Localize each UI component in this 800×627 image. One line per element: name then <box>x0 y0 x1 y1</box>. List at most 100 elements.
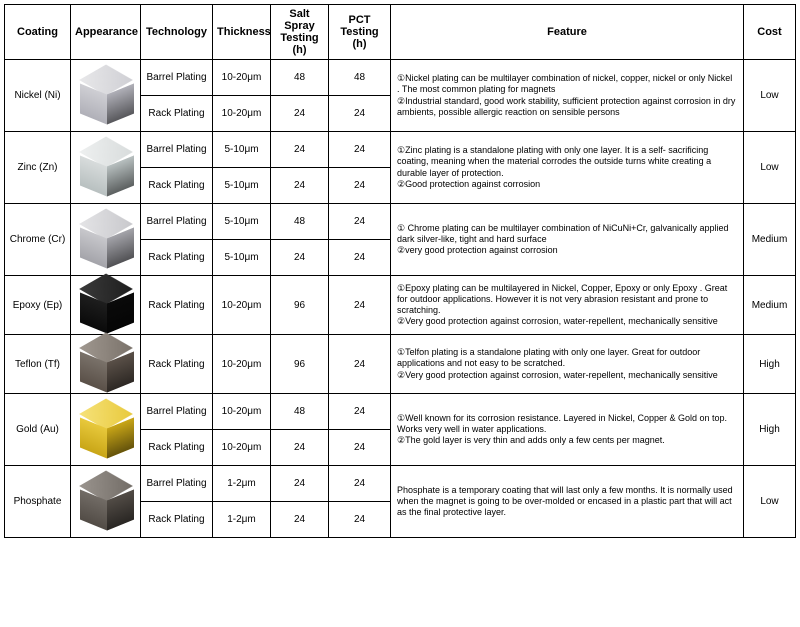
appearance-cell <box>71 394 141 466</box>
pct-cell: 48 <box>329 60 391 96</box>
salt-cell: 24 <box>271 168 329 204</box>
thickness-cell: 1-2μm <box>213 502 271 538</box>
pct-cell: 24 <box>329 240 391 276</box>
appearance-cell <box>71 466 141 538</box>
cube-icon <box>79 69 133 123</box>
header-appearance: Appearance <box>71 5 141 60</box>
cost-cell: Low <box>744 60 796 132</box>
coating-cell: Epoxy (Ep) <box>5 276 71 335</box>
pct-cell: 24 <box>329 394 391 430</box>
cost-cell: Medium <box>744 204 796 276</box>
table-row: Gold (Au)Barrel Plating10-20μm4824①Well … <box>5 394 796 430</box>
cost-cell: Low <box>744 132 796 204</box>
header-technology: Technology <box>141 5 213 60</box>
cube-icon <box>79 213 133 267</box>
header-coating: Coating <box>5 5 71 60</box>
feature-cell: Phosphate is a temporary coating that wi… <box>391 466 744 538</box>
table-row: Epoxy (Ep) Rack Plating10-20μm9624①Epoxy … <box>5 276 796 335</box>
feature-cell: ① Chrome plating can be multilayer combi… <box>391 204 744 276</box>
salt-cell: 96 <box>271 335 329 394</box>
header-thickness: Thickness <box>213 5 271 60</box>
salt-cell: 24 <box>271 96 329 132</box>
table-row: Teflon (Tf) Rack Plating10-20μm9624①Telfo… <box>5 335 796 394</box>
pct-cell: 24 <box>329 132 391 168</box>
appearance-cell <box>71 204 141 276</box>
pct-cell: 24 <box>329 335 391 394</box>
salt-cell: 96 <box>271 276 329 335</box>
technology-cell: Rack Plating <box>141 276 213 335</box>
coating-cell: Zinc (Zn) <box>5 132 71 204</box>
thickness-cell: 5-10μm <box>213 240 271 276</box>
technology-cell: Barrel Plating <box>141 466 213 502</box>
thickness-cell: 10-20μm <box>213 335 271 394</box>
header-feature: Feature <box>391 5 744 60</box>
pct-cell: 24 <box>329 204 391 240</box>
table-row: Nickel (Ni)Barrel Plating10-20μm4848①Nic… <box>5 60 796 96</box>
thickness-cell: 5-10μm <box>213 132 271 168</box>
feature-cell: ①Nickel plating can be multilayer combin… <box>391 60 744 132</box>
cost-cell: High <box>744 335 796 394</box>
salt-cell: 24 <box>271 502 329 538</box>
pct-cell: 24 <box>329 466 391 502</box>
coating-table: Coating Appearance Technology Thickness … <box>4 4 796 538</box>
coating-cell: Phosphate <box>5 466 71 538</box>
technology-cell: Barrel Plating <box>141 204 213 240</box>
coating-cell: Teflon (Tf) <box>5 335 71 394</box>
pct-cell: 24 <box>329 276 391 335</box>
appearance-cell <box>71 132 141 204</box>
thickness-cell: 5-10μm <box>213 204 271 240</box>
thickness-cell: 10-20μm <box>213 430 271 466</box>
table-row: Chrome (Cr)Barrel Plating5-10μm4824① Chr… <box>5 204 796 240</box>
salt-cell: 24 <box>271 430 329 466</box>
technology-cell: Barrel Plating <box>141 132 213 168</box>
cube-icon <box>79 337 133 391</box>
appearance-cell <box>71 335 141 394</box>
cube-icon <box>79 278 133 332</box>
thickness-cell: 10-20μm <box>213 96 271 132</box>
appearance-cell <box>71 276 141 335</box>
coating-cell: Gold (Au) <box>5 394 71 466</box>
technology-cell: Rack Plating <box>141 240 213 276</box>
cube-icon <box>79 141 133 195</box>
header-row: Coating Appearance Technology Thickness … <box>5 5 796 60</box>
technology-cell: Rack Plating <box>141 502 213 538</box>
feature-cell: ①Zinc plating is a standalone plating wi… <box>391 132 744 204</box>
coating-cell: Nickel (Ni) <box>5 60 71 132</box>
salt-cell: 48 <box>271 394 329 430</box>
salt-cell: 24 <box>271 240 329 276</box>
thickness-cell: 1-2μm <box>213 466 271 502</box>
technology-cell: Rack Plating <box>141 430 213 466</box>
salt-cell: 48 <box>271 60 329 96</box>
feature-cell: ①Well known for its corrosion resistance… <box>391 394 744 466</box>
cost-cell: High <box>744 394 796 466</box>
cube-icon <box>79 475 133 529</box>
table-row: Zinc (Zn)Barrel Plating5-10μm2424①Zinc p… <box>5 132 796 168</box>
thickness-cell: 5-10μm <box>213 168 271 204</box>
table-row: PhosphateBarrel Plating1-2μm2424Phosphat… <box>5 466 796 502</box>
appearance-cell <box>71 60 141 132</box>
technology-cell: Rack Plating <box>141 168 213 204</box>
coating-cell: Chrome (Cr) <box>5 204 71 276</box>
technology-cell: Barrel Plating <box>141 60 213 96</box>
technology-cell: Rack Plating <box>141 335 213 394</box>
pct-cell: 24 <box>329 96 391 132</box>
salt-cell: 48 <box>271 204 329 240</box>
cube-icon <box>79 403 133 457</box>
cost-cell: Low <box>744 466 796 538</box>
thickness-cell: 10-20μm <box>213 60 271 96</box>
header-pct: PCT Testing (h) <box>329 5 391 60</box>
cost-cell: Medium <box>744 276 796 335</box>
pct-cell: 24 <box>329 168 391 204</box>
technology-cell: Rack Plating <box>141 96 213 132</box>
technology-cell: Barrel Plating <box>141 394 213 430</box>
salt-cell: 24 <box>271 466 329 502</box>
salt-cell: 24 <box>271 132 329 168</box>
header-salt: Salt Spray Testing (h) <box>271 5 329 60</box>
feature-cell: ①Telfon plating is a standalone plating … <box>391 335 744 394</box>
header-cost: Cost <box>744 5 796 60</box>
thickness-cell: 10-20μm <box>213 276 271 335</box>
pct-cell: 24 <box>329 502 391 538</box>
pct-cell: 24 <box>329 430 391 466</box>
feature-cell: ①Epoxy plating can be multilayered in Ni… <box>391 276 744 335</box>
thickness-cell: 10-20μm <box>213 394 271 430</box>
